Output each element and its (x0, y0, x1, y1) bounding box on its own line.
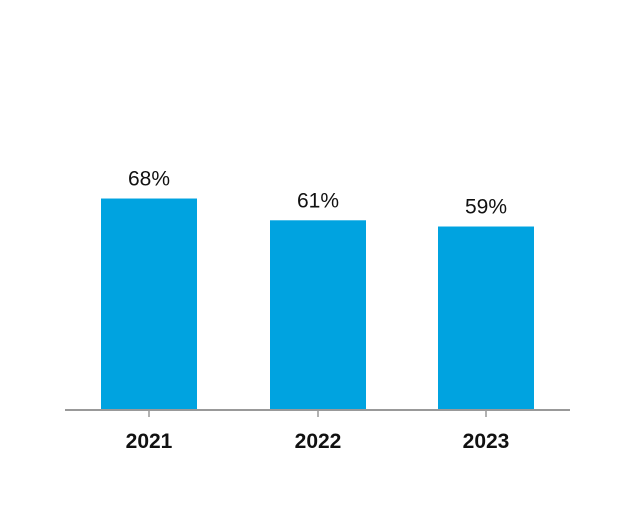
data-label-2022: 61% (297, 189, 339, 212)
data-label-2023: 59% (465, 196, 507, 219)
x-tick-label-2023: 2023 (463, 430, 510, 453)
data-labels-group: 68% 61% 59% (128, 168, 507, 219)
bar-2023 (438, 226, 534, 410)
x-tick-label-2022: 2022 (295, 430, 342, 453)
data-label-2021: 68% (128, 168, 170, 191)
x-tick-label-2021: 2021 (126, 430, 173, 453)
bar-2021 (101, 198, 197, 410)
x-tick-labels-group: 2021 2022 2023 (126, 430, 510, 453)
bars-group (101, 198, 534, 410)
bar-2022 (270, 220, 366, 410)
x-ticks-group (148, 410, 487, 417)
